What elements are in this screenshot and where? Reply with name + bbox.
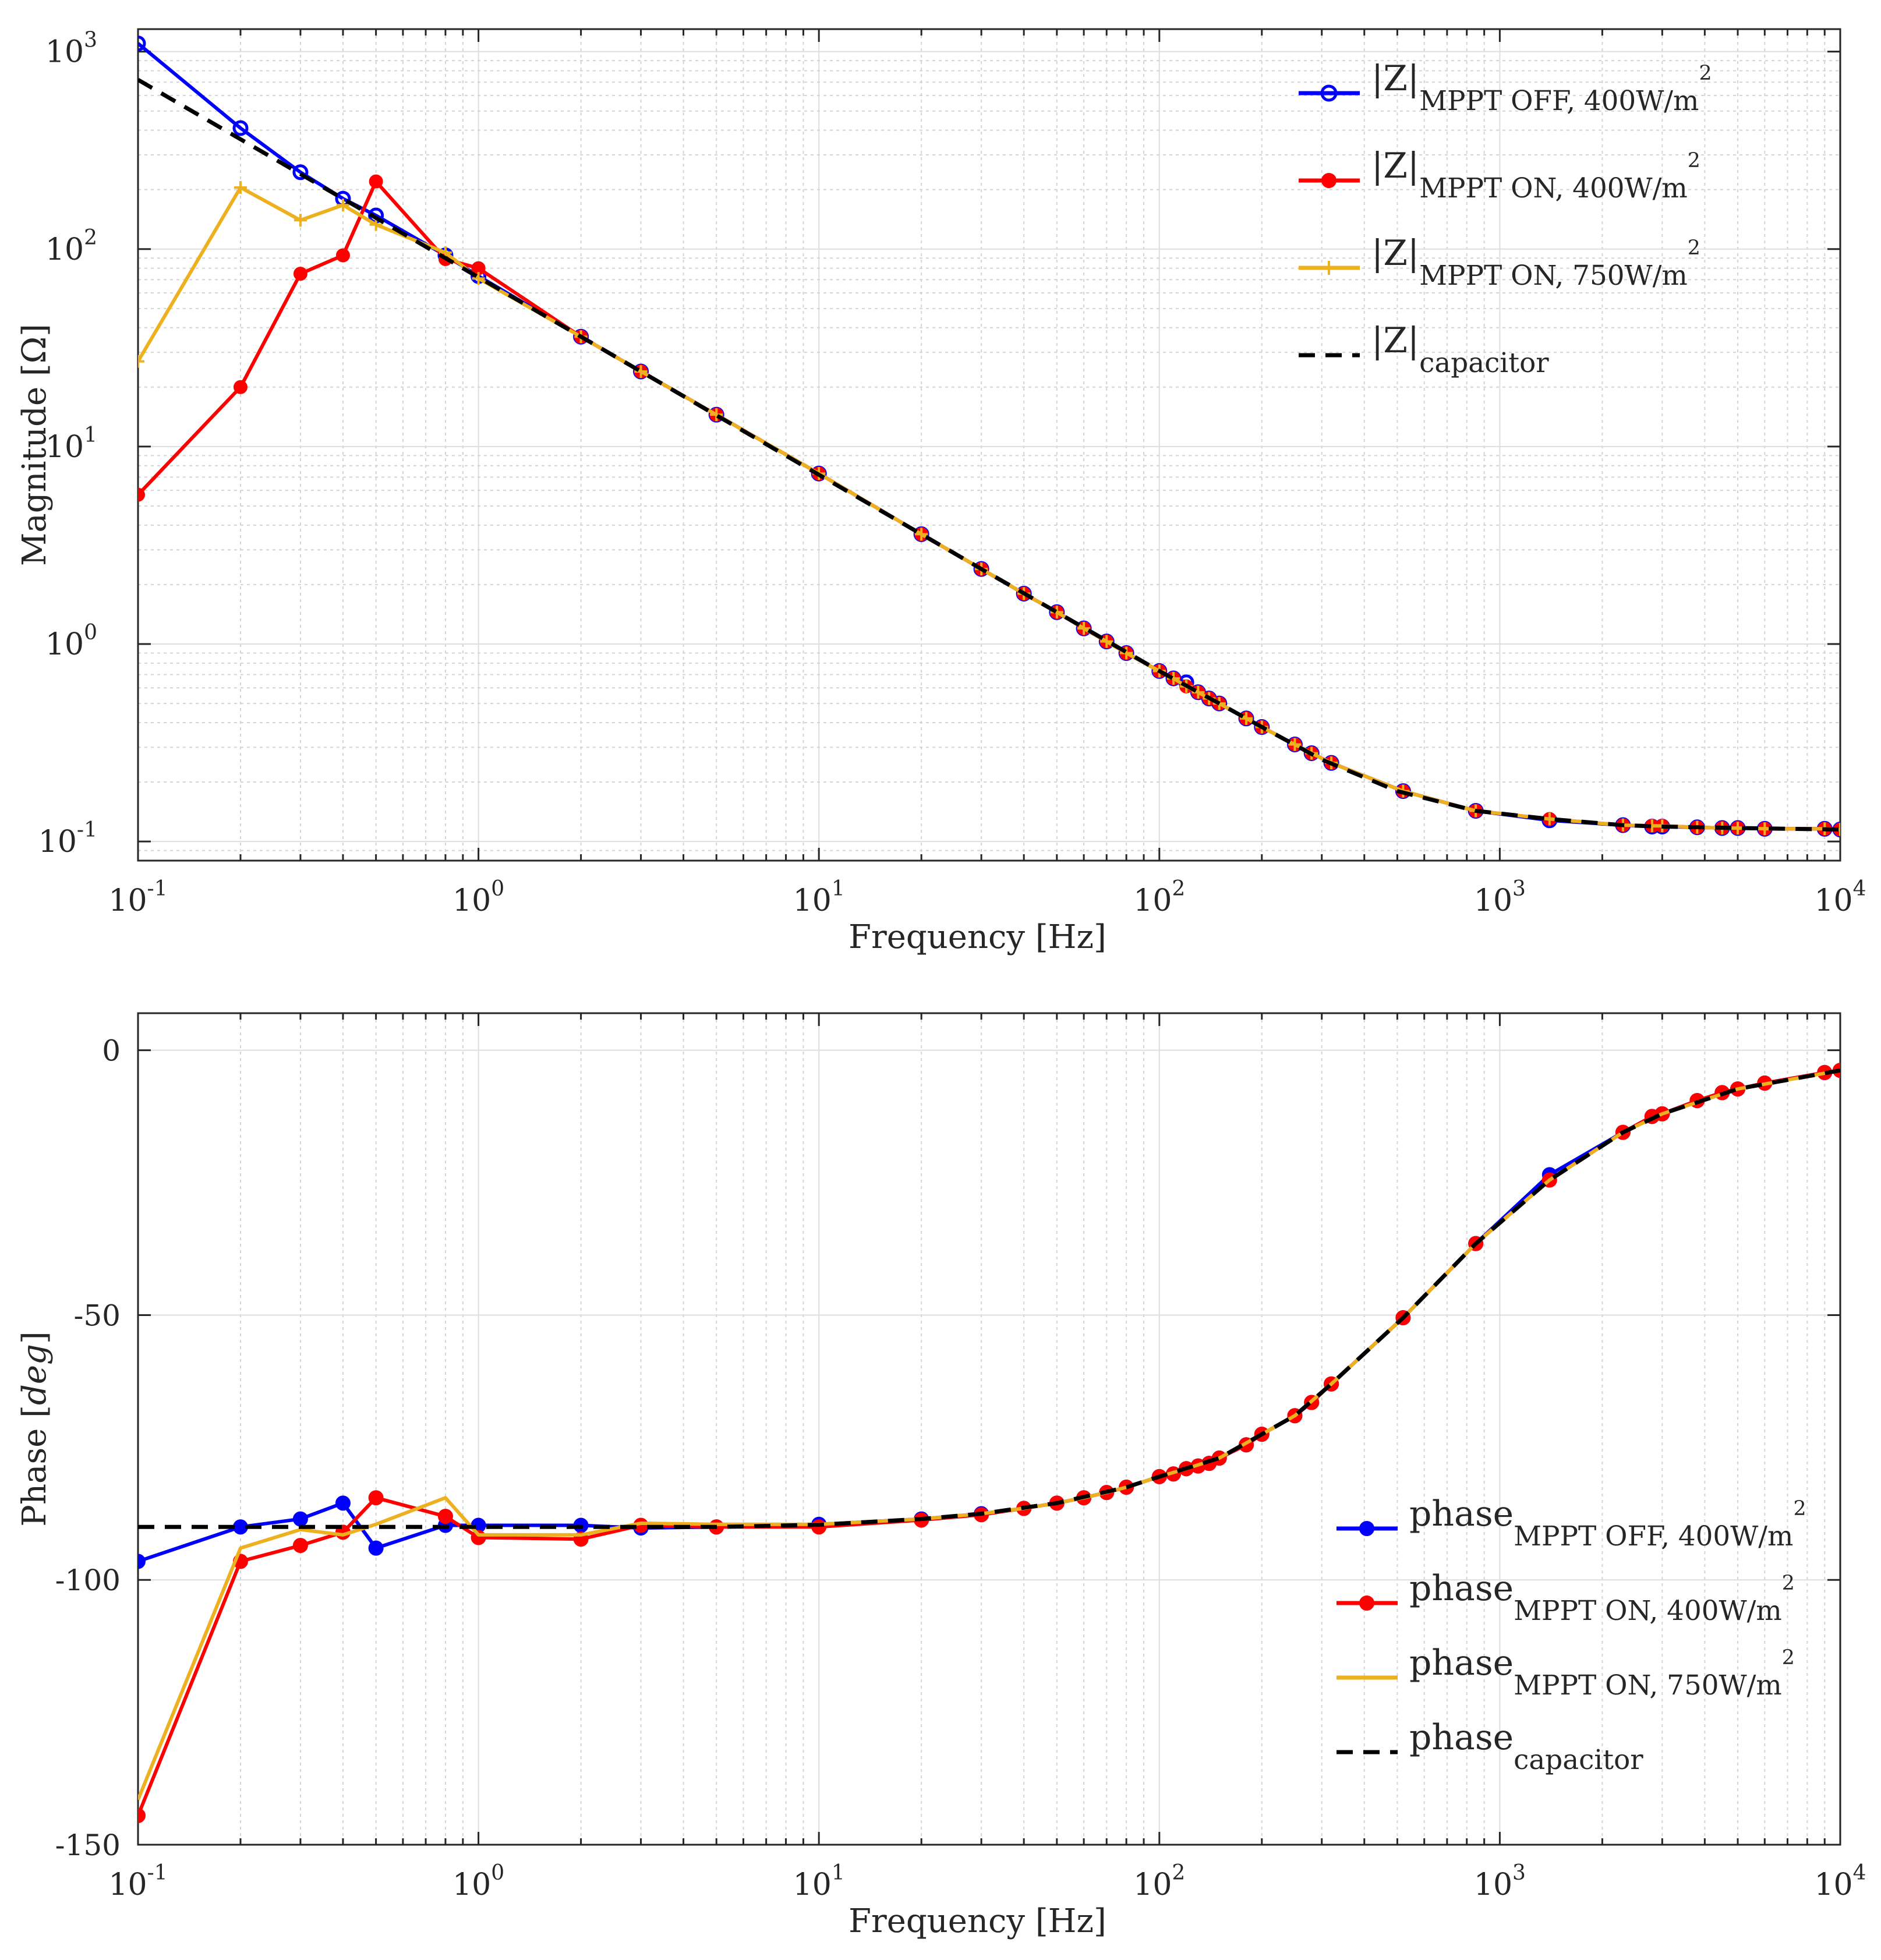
data-point: [138, 1807, 146, 1823]
series-line: [138, 1068, 1840, 1529]
data-point: [232, 120, 249, 136]
data-point: [294, 214, 307, 227]
y-tick-label: 101: [45, 423, 97, 465]
plot-area: [138, 29, 1840, 861]
data-point: [138, 355, 144, 368]
series-group: [138, 1063, 1840, 1823]
x-tick-label: 102: [1133, 877, 1185, 918]
series-3: [138, 77, 1840, 832]
x-tick-label: 104: [1814, 877, 1866, 918]
data-point: [233, 380, 248, 394]
x-tick-label: 101: [793, 1861, 845, 1902]
y-tick-label: 102: [45, 226, 97, 267]
data-point: [472, 272, 485, 285]
y-tick-label: 0: [102, 1034, 121, 1068]
legend-item: |Z|MPPT ON, 400W/m2: [1299, 146, 1700, 204]
data-point: [1240, 712, 1253, 725]
x-tick-label: 101: [793, 877, 845, 918]
legend-item: |Z|capacitor: [1299, 320, 1549, 379]
data-point: [369, 218, 383, 231]
x-tick-label: 104: [1814, 1861, 1866, 1902]
data-point: [292, 164, 309, 181]
ticks: [137, 29, 1841, 861]
data-point: [292, 1538, 308, 1554]
x-tick-label: 10-1: [108, 877, 167, 918]
phase-chart: 10-1 100 101 102 103 104 0 -50 -100 -150 Frequency…: [16, 1012, 1866, 1940]
legend-label: phaseMPPT ON, 750W/m2: [1409, 1643, 1795, 1701]
series-line: [138, 77, 1840, 832]
data-point: [1359, 1595, 1374, 1611]
x-tick-label: 103: [1474, 1861, 1526, 1902]
legend-item: phasecapacitor: [1336, 1717, 1643, 1776]
data-point: [335, 248, 350, 263]
data-point: [1321, 173, 1336, 188]
data-point: [1191, 685, 1205, 699]
x-axis-label: Frequency [Hz]: [848, 918, 1106, 956]
data-point: [234, 181, 247, 194]
y-tick-label: -50: [73, 1299, 121, 1332]
legend-label: phaseMPPT ON, 400W/m2: [1409, 1568, 1795, 1627]
x-tick-label: 100: [452, 877, 504, 918]
series-3: [138, 1068, 1840, 1529]
legend: |Z|MPPT OFF, 400W/m2 |Z|MPPT ON, 400W/m2 |…: [1299, 58, 1712, 379]
data-point: [292, 1511, 308, 1527]
x-tick-label: 103: [1474, 877, 1526, 918]
plot-area: [138, 1013, 1840, 1845]
data-point: [1359, 1521, 1374, 1536]
data-point: [138, 487, 145, 502]
data-point: [1050, 606, 1063, 619]
data-point: [437, 1509, 453, 1524]
data-point: [368, 1540, 384, 1556]
data-point: [1322, 261, 1336, 275]
y-tick-label: -150: [55, 1828, 121, 1862]
x-tick-label: 102: [1133, 1861, 1185, 1902]
data-point: [710, 408, 723, 422]
data-point: [138, 1554, 146, 1569]
legend-item: phaseMPPT OFF, 400W/m2: [1336, 1494, 1806, 1552]
data-point: [335, 1495, 351, 1511]
y-tick-label: 103: [45, 29, 97, 70]
legend-label: |Z|capacitor: [1371, 320, 1549, 379]
series-group: [138, 36, 1840, 838]
ticks: [137, 1013, 1841, 1846]
data-point: [1288, 738, 1302, 751]
legend-label: phasecapacitor: [1409, 1717, 1643, 1776]
x-tick-label: 10-1: [108, 1861, 167, 1902]
data-point: [634, 365, 648, 378]
axes-box: [137, 28, 1841, 862]
data-point: [336, 199, 349, 212]
data-point: [915, 528, 928, 541]
y-tick-label: 10-1: [38, 818, 97, 859]
legend-label: |Z|MPPT ON, 750W/m2: [1371, 233, 1700, 292]
legend-item: phaseMPPT ON, 400W/m2: [1336, 1568, 1795, 1627]
x-tick-label: 100: [452, 1861, 504, 1902]
legend-item: phaseMPPT ON, 750W/m2: [1336, 1643, 1795, 1701]
data-point: [368, 1490, 384, 1506]
legend-item: |Z|MPPT ON, 750W/m2: [1299, 233, 1700, 292]
legend-label: |Z|MPPT OFF, 400W/m2: [1371, 58, 1712, 117]
data-point: [1077, 622, 1091, 635]
data-point: [293, 267, 307, 281]
data-point: [369, 174, 383, 189]
y-tick-label: 100: [45, 621, 97, 662]
data-point: [1320, 84, 1338, 102]
y-axis-label: Phase [deg]: [16, 1331, 54, 1526]
legend-label: phaseMPPT OFF, 400W/m2: [1409, 1494, 1806, 1552]
data-point: [1543, 812, 1556, 826]
axes-box: [137, 1012, 1841, 1846]
data-point: [1120, 646, 1133, 660]
legend: phaseMPPT OFF, 400W/m2 phaseMPPT ON, 400W…: [1336, 1494, 1806, 1776]
x-axis-label: Frequency [Hz]: [848, 1902, 1106, 1940]
data-point: [1100, 635, 1113, 648]
y-axis-label: Magnitude [Ω]: [16, 324, 54, 566]
y-tick-label: -100: [55, 1563, 121, 1597]
legend-label: |Z|MPPT ON, 400W/m2: [1371, 146, 1700, 204]
magnitude-chart: 10-1 100 101 102 103 104 10-1 100 101 102 103 Frequ…: [16, 28, 1866, 956]
legend-item: |Z|MPPT OFF, 400W/m2: [1299, 58, 1712, 117]
data-point: [138, 36, 146, 52]
